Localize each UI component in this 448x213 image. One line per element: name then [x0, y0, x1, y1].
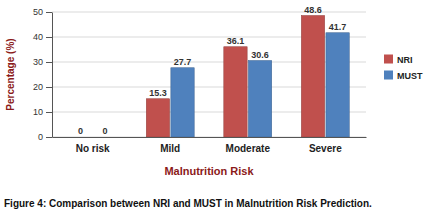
- y-tick-label: 20: [33, 82, 43, 92]
- y-axis-title: Percentage (%): [5, 38, 16, 110]
- x-tick-label: Moderate: [226, 143, 271, 154]
- y-tick: 0: [38, 132, 52, 142]
- y-tick-label: 0: [38, 132, 43, 142]
- y-tick-mark: [46, 12, 52, 13]
- bar: [301, 16, 324, 138]
- y-tick-mark: [46, 87, 52, 88]
- y-tick-mark: [46, 62, 52, 63]
- legend-label: NRI: [397, 55, 413, 65]
- x-tick-label: Mild: [160, 143, 180, 154]
- legend-label: MUST: [397, 71, 423, 81]
- x-tick-label: No risk: [76, 143, 110, 154]
- x-tick-label: Severe: [309, 143, 342, 154]
- bar: [93, 137, 116, 138]
- y-tick: 30: [33, 57, 52, 67]
- y-tick: 10: [33, 107, 52, 117]
- data-label: 36.1: [227, 36, 245, 46]
- y-tick-mark: [46, 37, 52, 38]
- y-tick: 20: [33, 82, 52, 92]
- legend: NRI MUST: [384, 55, 423, 81]
- x-tick: Moderate: [226, 137, 271, 154]
- y-tick-label: 10: [33, 107, 43, 117]
- x-tick: Severe: [309, 137, 342, 154]
- x-axis-title: Malnutrition Risk: [164, 165, 254, 177]
- data-label: 30.6: [251, 50, 269, 60]
- data-label: 27.7: [174, 57, 192, 67]
- y-tick: 50: [33, 7, 52, 17]
- legend-entry: MUST: [384, 71, 423, 81]
- bar: [248, 61, 271, 138]
- plot: 0 10 20 30 40 50 No risk Mild Moderate Severe 0 15.…: [33, 5, 367, 155]
- data-label: 15.3: [149, 88, 167, 98]
- data-label: 41.7: [329, 22, 347, 32]
- data-label: 48.6: [304, 5, 322, 15]
- x-axis: No risk Mild Moderate Severe: [53, 137, 367, 154]
- y-axis-line: [52, 13, 53, 138]
- y-tick-label: 30: [33, 57, 43, 67]
- y-tick: 40: [33, 32, 52, 42]
- legend-swatch: [384, 55, 393, 64]
- y-tick-label: 50: [33, 7, 43, 17]
- data-labels: 0 15.3 36.1 48.6 0 27.7 30.6 41.7: [78, 5, 346, 137]
- y-tick-mark: [46, 112, 52, 113]
- grid: [52, 12, 366, 137]
- chart: 0 10 20 30 40 50 No risk Mild Moderate Severe 0 15.…: [0, 0, 448, 213]
- bar: [326, 33, 349, 137]
- x-tick: No risk: [76, 137, 110, 154]
- bar: [171, 68, 194, 137]
- y-axis: 0 10 20 30 40 50: [33, 7, 53, 142]
- y-tick-label: 40: [33, 32, 43, 42]
- y-tick-mark: [46, 137, 52, 138]
- data-label: 0: [102, 126, 107, 136]
- bar: [146, 99, 169, 137]
- bar: [224, 47, 247, 137]
- legend-entry: NRI: [384, 55, 413, 65]
- legend-swatch: [384, 71, 393, 80]
- bars: [146, 16, 349, 138]
- x-tick: Mild: [160, 137, 180, 154]
- bar: [69, 137, 92, 138]
- title: Figure 4: Comparison between NRI and MUS…: [4, 198, 372, 209]
- x-axis-line: [53, 137, 367, 138]
- data-label: 0: [78, 126, 83, 136]
